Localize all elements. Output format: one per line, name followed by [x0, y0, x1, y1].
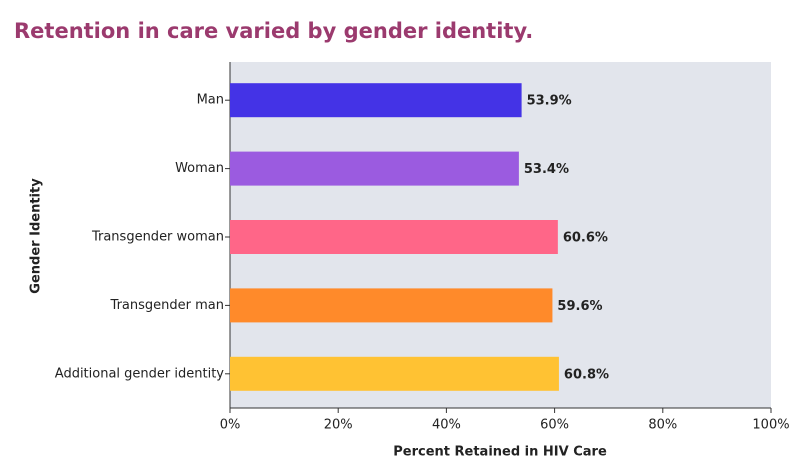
bar: [230, 356, 559, 391]
y-tick-label: Transgender man: [110, 298, 224, 313]
bar: [230, 220, 558, 254]
bar: [230, 288, 553, 323]
value-label: 59.6%: [557, 299, 602, 314]
value-label: 53.9%: [527, 94, 572, 109]
x-tick-label: 80%: [648, 418, 677, 433]
value-label: 53.4%: [524, 162, 569, 177]
x-tick-label: 100%: [752, 418, 789, 433]
y-tick-label: Man: [197, 93, 224, 108]
y-tick-label: Woman: [175, 161, 224, 176]
x-tick-label: 60%: [540, 418, 569, 433]
bar: [230, 83, 522, 118]
x-axis-title: Percent Retained in HIV Care: [393, 445, 607, 460]
bar: [230, 151, 519, 186]
x-tick-label: 20%: [324, 418, 353, 433]
x-tick-label: 0%: [220, 418, 241, 433]
chart-title: Retention in care varied by gender ident…: [14, 19, 533, 43]
y-axis-title: Gender Identity: [29, 178, 44, 294]
value-label: 60.6%: [563, 231, 608, 246]
x-tick-label: 40%: [432, 418, 461, 433]
y-tick-label: Additional gender identity: [55, 366, 225, 381]
y-tick-label: Transgender woman: [91, 230, 224, 245]
value-label: 60.8%: [564, 367, 609, 382]
